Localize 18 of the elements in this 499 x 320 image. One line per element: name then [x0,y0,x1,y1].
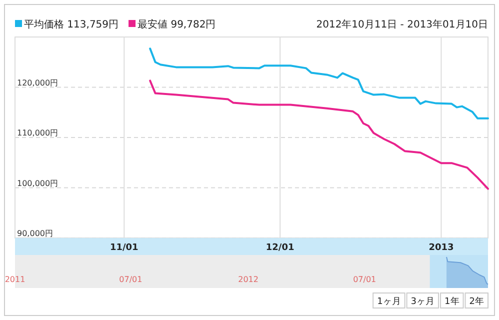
text: 3ヶ月 [410,297,435,307]
legend-label: 最安値 99,782円 [138,18,216,30]
x-tick-label: 2011 [4,275,26,284]
y-tick-label: 90,000円 [17,229,53,238]
y-tick-label: 110,000円 [17,128,58,138]
text: 1ヶ月 [377,297,401,307]
x-tick-label: 11/01 [110,243,138,253]
x-tick-label: 12/01 [266,243,294,253]
x-tick-label: 07/01 [353,275,376,284]
chart-subtitle: 2012年10月11日 - 2013年01月10日 [316,18,488,30]
x-tick-label: 2012 [238,275,258,284]
text: 1年 [444,296,460,307]
x-tick-label: 2013 [428,243,454,253]
y-tick-label: 100,000円 [17,178,58,188]
text: 2年 [469,296,484,307]
legend-label: 平均価格 113,759円 [24,18,119,30]
x-tick-label: 07/01 [119,275,142,284]
y-tick-label: 120,000円 [17,78,58,88]
